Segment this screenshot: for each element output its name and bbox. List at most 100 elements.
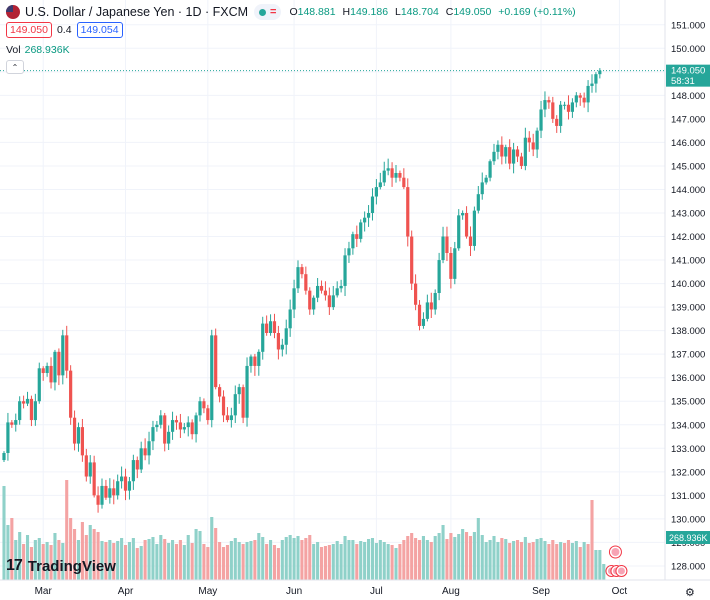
volume-bar — [312, 544, 316, 580]
price-tick-label: 132.000 — [671, 467, 705, 478]
volume-bar — [492, 536, 496, 580]
candle-body — [241, 387, 245, 418]
candle-body — [555, 118, 559, 126]
candle-body — [151, 427, 155, 442]
volume-bar — [586, 544, 590, 580]
candle-body — [504, 147, 508, 157]
symbol-title[interactable]: U.S. Dollar / Japanese Yen · 1D · FXCM — [25, 5, 249, 19]
market-status[interactable]: = — [254, 4, 282, 20]
volume-bar — [296, 536, 300, 580]
volume-bar — [237, 542, 241, 580]
volume-bar — [394, 548, 398, 580]
time-tick-label: Oct — [612, 586, 628, 597]
close-label: C — [445, 6, 454, 18]
candle-body — [406, 187, 410, 237]
volume-bar — [100, 541, 104, 580]
candle-body — [237, 387, 241, 395]
time-tick-label: May — [198, 586, 217, 597]
candle-body — [429, 302, 433, 310]
candle-body — [559, 104, 563, 126]
candle-body — [123, 476, 128, 491]
price-tick-label: 137.000 — [671, 350, 705, 361]
volume-bar — [461, 529, 465, 580]
candle-body — [394, 173, 398, 178]
usd-flag-icon — [6, 5, 20, 19]
volume-bar — [73, 529, 77, 580]
volume-legend: Vol 268.936K — [6, 44, 70, 56]
volume-bar — [566, 540, 571, 580]
candle-body — [186, 422, 190, 428]
volume-bar — [465, 532, 469, 580]
volume-bar — [472, 532, 476, 580]
volume-bar — [590, 500, 594, 580]
last-price-badge — [666, 64, 710, 87]
candle-body — [319, 285, 324, 291]
volume-bar — [594, 550, 598, 580]
candle-body — [539, 109, 543, 131]
volume-bar — [437, 533, 441, 580]
candle-body — [112, 488, 116, 496]
candle-body — [515, 149, 520, 157]
candle-body — [417, 304, 422, 326]
candle-body — [225, 415, 230, 421]
sell-button[interactable]: 149.050 — [6, 22, 52, 38]
candle-body — [410, 236, 414, 284]
candle-body — [547, 100, 551, 103]
candle-body — [104, 485, 108, 498]
market-open-dot-icon — [259, 8, 267, 16]
open-label: O — [289, 6, 298, 18]
candle-body — [14, 420, 18, 425]
volume-bar — [398, 544, 402, 580]
candle-body — [496, 144, 500, 152]
volume-bar — [500, 538, 504, 580]
candle-body — [116, 481, 120, 496]
volume-bar — [57, 540, 61, 580]
candle-body — [461, 213, 465, 216]
volume-label: Vol — [6, 44, 21, 56]
volume-bar — [476, 518, 480, 580]
event-flag-icon — [617, 567, 625, 575]
grid-lines — [0, 0, 665, 580]
candle-body — [488, 161, 492, 178]
candle-body — [76, 427, 81, 444]
candle-body — [551, 102, 555, 119]
tradingview-logo[interactable]: 17 TradingView — [6, 557, 116, 575]
volume-bar — [229, 541, 233, 580]
status-equal-icon: = — [270, 6, 277, 18]
volume-bar — [96, 532, 100, 580]
candle-body — [147, 441, 151, 456]
volume-bar — [453, 537, 457, 580]
volume-value: 268.936K — [24, 44, 70, 56]
volume-bar — [335, 541, 339, 580]
volume-bar — [53, 533, 57, 580]
volume-bar — [198, 531, 202, 580]
volume-bar — [363, 542, 367, 580]
candle-body — [347, 248, 351, 256]
time-tick-label: Aug — [442, 586, 460, 597]
volume-bar — [339, 544, 343, 580]
settings-gear-icon[interactable]: ⚙ — [685, 587, 695, 599]
buy-button[interactable]: 149.054 — [76, 22, 123, 38]
candle-body — [531, 142, 535, 150]
volume-bar — [2, 486, 6, 580]
volume-bar — [159, 535, 163, 580]
candle-body — [351, 234, 355, 249]
volume-bar — [512, 541, 516, 580]
volume-bar — [61, 543, 65, 580]
candle-body — [472, 210, 476, 246]
candle-body — [476, 194, 480, 211]
candle-body — [108, 488, 112, 498]
candle-body — [218, 387, 222, 397]
collapse-legend-button[interactable]: ⌃ — [6, 60, 24, 74]
volume-bar — [284, 537, 288, 580]
price-tick-label: 141.000 — [671, 256, 705, 267]
candle-body — [33, 401, 37, 421]
volume-bar — [178, 540, 182, 580]
candle-body — [41, 368, 45, 373]
volume-bar — [135, 548, 139, 580]
volume-bar — [374, 543, 378, 580]
candle-body — [441, 236, 445, 261]
volume-bar — [272, 545, 277, 580]
spread-value: 0.4 — [56, 24, 72, 36]
